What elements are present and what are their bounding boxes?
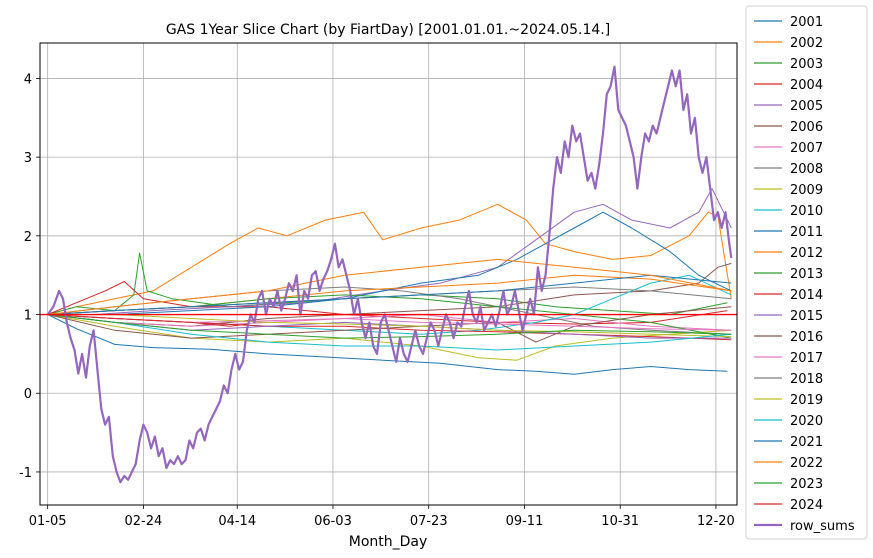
legend-label: 2020 bbox=[790, 414, 823, 429]
plot-area bbox=[39, 42, 738, 506]
series-line-2021 bbox=[47, 274, 732, 315]
y-tick-label: 4 bbox=[24, 72, 32, 87]
series-line-2020 bbox=[47, 314, 732, 351]
legend-label: 2002 bbox=[790, 36, 823, 51]
legend-label: 2010 bbox=[790, 204, 823, 219]
x-tick-label: 06-03 bbox=[314, 514, 352, 529]
legend-label: 2023 bbox=[790, 477, 823, 492]
chart-title: GAS 1Year Slice Chart (by FiartDay) [200… bbox=[166, 22, 610, 38]
series-line-2023 bbox=[47, 314, 732, 339]
series-line-2024 bbox=[47, 314, 249, 327]
x-tick-label: 10-31 bbox=[601, 514, 639, 529]
legend-label: 2005 bbox=[790, 99, 823, 114]
x-tick-label: 02-24 bbox=[125, 514, 163, 529]
x-axis-label: Month_Day bbox=[349, 534, 428, 550]
legend-label: 2019 bbox=[790, 393, 823, 408]
legend-label: 2016 bbox=[790, 330, 823, 345]
y-tick-label: 2 bbox=[24, 230, 32, 245]
x-tick-label: 09-11 bbox=[506, 514, 544, 529]
legend-label: 2015 bbox=[790, 309, 823, 324]
legend-label: 2009 bbox=[790, 183, 823, 198]
series-layer bbox=[46, 65, 733, 484]
x-tick-label: 07-23 bbox=[410, 514, 448, 529]
legend-label: 2014 bbox=[790, 288, 823, 303]
series-line-2011 bbox=[47, 211, 732, 315]
series-line-2009 bbox=[47, 314, 732, 361]
legend: 2001 2002 2003 2004 2005 2006 2007 2008 2009 2010… bbox=[745, 5, 868, 540]
series-line-2005 bbox=[47, 188, 732, 315]
y-tick-label: 1 bbox=[24, 309, 32, 324]
x-tick-label: 04-14 bbox=[218, 514, 256, 529]
legend-label: 2008 bbox=[790, 162, 823, 177]
y-tick-label: 0 bbox=[24, 387, 32, 402]
y-axis: -1 0 1 2 3 4 bbox=[19, 72, 40, 481]
legend-label: 2017 bbox=[790, 351, 823, 366]
legend-label: 2001 bbox=[790, 15, 823, 30]
legend-label: 2004 bbox=[790, 78, 823, 93]
series-line-2002 bbox=[47, 203, 732, 315]
legend-label: 2011 bbox=[790, 225, 823, 240]
legend-label: 2018 bbox=[790, 372, 823, 387]
legend-label: 2022 bbox=[790, 456, 823, 471]
y-tick-label: -1 bbox=[19, 466, 32, 481]
series-line-2019 bbox=[47, 314, 732, 338]
legend-label: 2006 bbox=[790, 120, 823, 135]
legend-label: 2007 bbox=[790, 141, 823, 156]
legend-label: 2021 bbox=[790, 435, 823, 450]
series-line-2001 bbox=[47, 314, 728, 375]
series-line-2022 bbox=[47, 258, 732, 315]
legend-label: 2003 bbox=[790, 57, 823, 72]
x-tick-label: 01-05 bbox=[29, 514, 67, 529]
series-line-row_sums bbox=[46, 65, 733, 484]
legend-label: 2012 bbox=[790, 246, 823, 261]
legend-label: 2013 bbox=[790, 267, 823, 282]
grid-lines bbox=[40, 43, 737, 505]
x-tick-label: 12-20 bbox=[697, 514, 735, 529]
legend-label: 2024 bbox=[790, 498, 823, 513]
x-axis: 01-05 02-24 04-14 06-03 07-23 09-11 10-31 12-20 bbox=[29, 505, 735, 529]
y-tick-label: 3 bbox=[24, 151, 32, 166]
legend-box bbox=[745, 5, 868, 540]
legend-label: row_sums bbox=[790, 519, 855, 534]
series-line-2003 bbox=[47, 252, 728, 315]
